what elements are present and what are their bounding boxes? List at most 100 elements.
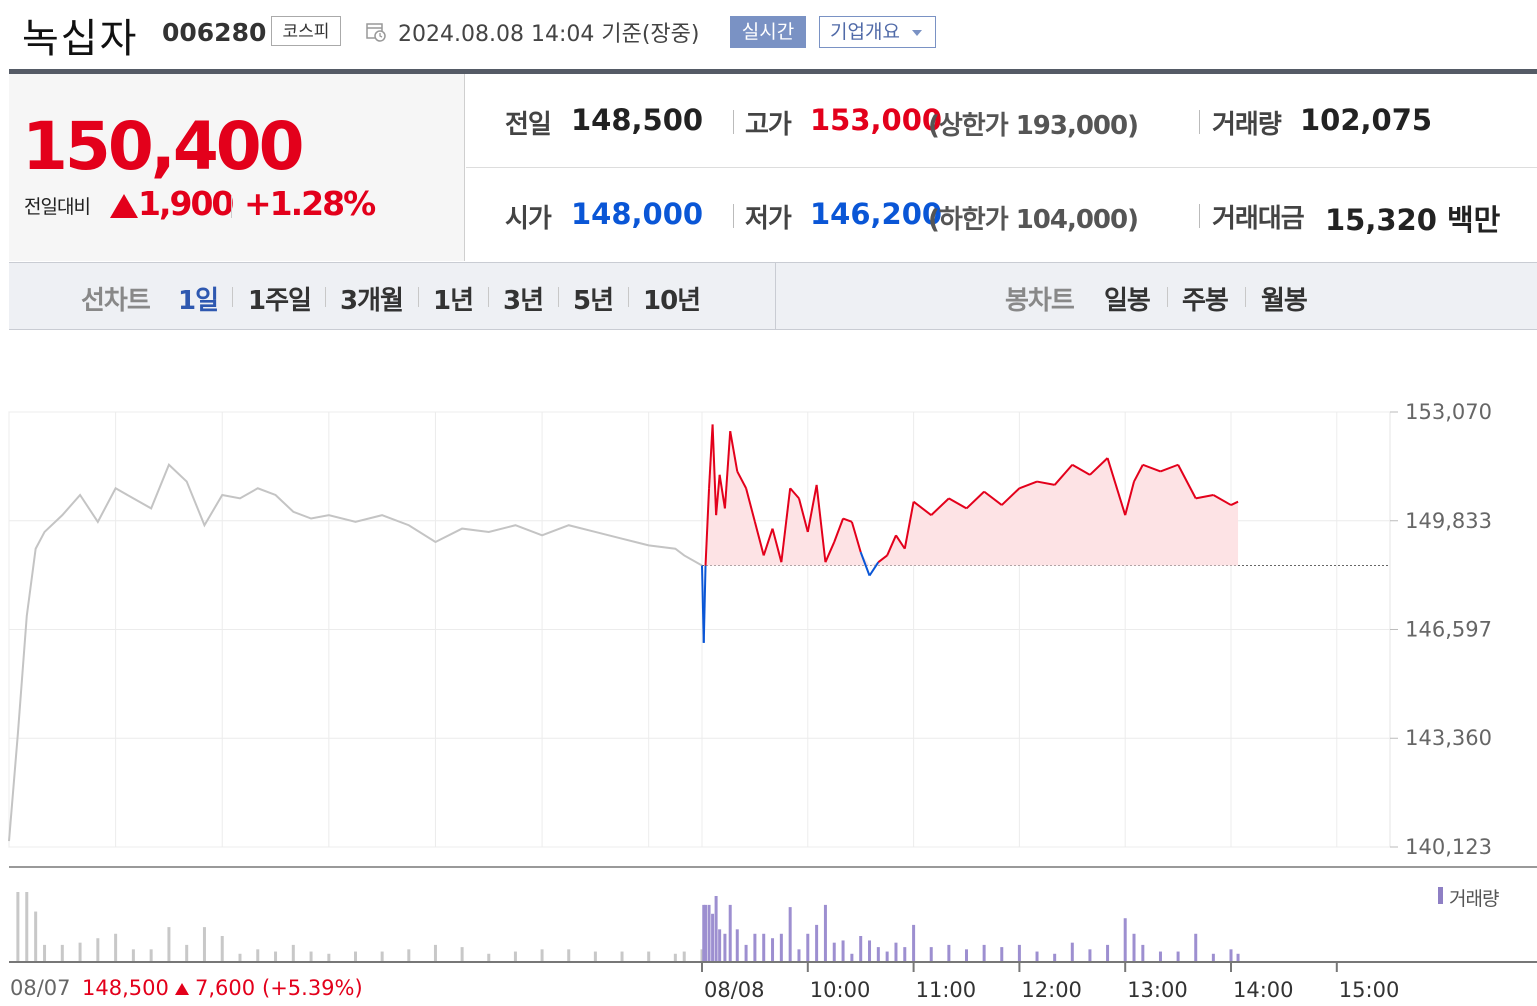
timestamp: 2024.08.08 14:04 기준(장중) [398, 22, 700, 47]
volume-bar-today [1123, 918, 1127, 962]
volume-bar-prev [593, 951, 597, 962]
today-line-segment [1230, 500, 1239, 506]
volume-bar-prev [309, 951, 313, 962]
volume-bar-prev [202, 927, 206, 962]
tab-3year[interactable]: 3년 [503, 286, 544, 316]
market-badge: 코스피 [271, 16, 341, 46]
volume-bar-prev [354, 951, 357, 962]
today-line-segment [1212, 494, 1232, 506]
today-line-segment [789, 487, 800, 500]
tab-1week[interactable]: 1주일 [248, 286, 312, 316]
volume-value: 102,075 [1300, 103, 1433, 137]
x-tick-label: 13:00 [1127, 978, 1188, 1002]
volume-bar-today [894, 942, 898, 962]
volume-bar-today [788, 907, 792, 962]
volume-bar-today [1211, 953, 1215, 962]
today-line-segment [702, 565, 707, 643]
separator [325, 287, 326, 307]
high-label: 고가 [745, 110, 792, 140]
tab-5year[interactable]: 5년 [573, 286, 614, 316]
volume-bar-today [728, 904, 732, 962]
volume-bar-prev [60, 944, 64, 962]
today-line-segment [912, 500, 932, 516]
volume-bar-prev [647, 951, 651, 962]
company-overview-label: 기업개요 [830, 21, 900, 43]
volume-bar-today [1132, 933, 1136, 962]
volume-bar-today [707, 904, 711, 962]
separator [232, 287, 233, 307]
company-overview-button[interactable]: 기업개요 [819, 16, 936, 48]
up-area-fill [702, 424, 1239, 566]
volume-bar-prev [96, 938, 100, 962]
open-value: 148,000 [571, 197, 704, 231]
volume-bar-today [841, 940, 845, 962]
y-tick-label: 149,833 [1405, 509, 1492, 533]
today-line-segment [886, 534, 897, 556]
volume-bar-prev [220, 936, 224, 962]
x-tick-label: 12:00 [1021, 978, 1082, 1002]
volume-bar-today [850, 953, 854, 962]
volume-bar-today [753, 933, 757, 962]
today-line-segment [983, 490, 1003, 506]
today-line-segment [895, 534, 906, 550]
volume-bar-prev [673, 953, 677, 962]
tab-daily-candle[interactable]: 일봉 [1104, 286, 1151, 316]
realtime-button[interactable]: 실시간 [730, 16, 806, 48]
tab-1year[interactable]: 1년 [433, 286, 474, 316]
volume-bar-today [876, 947, 880, 962]
volume-bar-today [806, 933, 810, 962]
volume-bar-prev [433, 944, 437, 962]
today-line-segment [833, 518, 845, 543]
separator [1245, 287, 1246, 307]
low-value: 146,200 [810, 197, 943, 231]
low-label: 저가 [745, 204, 792, 234]
change-value: 1,900 [138, 184, 234, 223]
y-tick-label: 143,360 [1405, 726, 1492, 750]
volume-bar-prev [380, 951, 384, 962]
tab-weekly-candle[interactable]: 주봉 [1182, 286, 1229, 316]
today-line-segment [1160, 463, 1179, 473]
volume-bar-today [797, 949, 801, 962]
volume-bar-today [1088, 949, 1092, 962]
volume-bar-today [704, 904, 708, 962]
separator [418, 287, 419, 307]
up-triangle-icon [110, 194, 138, 218]
volume-bar-prev [34, 911, 38, 962]
x-tick-label: 11:00 [916, 978, 977, 1002]
volume-bar-today [1176, 951, 1180, 962]
today-line-segment [859, 551, 871, 576]
volume-bar-today [903, 947, 907, 962]
volume-bar-today [1070, 942, 1074, 962]
today-line-segment [745, 488, 756, 523]
volume-bar-today [1141, 944, 1145, 962]
volume-bar-today [762, 933, 766, 962]
dropdown-caret-icon [911, 29, 922, 36]
tab-10year[interactable]: 10년 [643, 286, 701, 316]
tab-3month[interactable]: 3개월 [340, 286, 404, 316]
today-line-segment [1106, 457, 1127, 516]
today-line-segment [1177, 464, 1197, 499]
price-panel [9, 74, 465, 261]
volume-bar-today [929, 947, 933, 962]
today-line-segment [762, 528, 774, 556]
today-line-segment [930, 497, 950, 516]
volume-bar-today [744, 944, 748, 962]
volume-bar-prev [25, 892, 29, 962]
volume-bar-today [885, 951, 889, 962]
volume-bar-prev [700, 949, 704, 962]
today-line-segment [753, 521, 765, 556]
tab-1day[interactable]: 1일 [178, 286, 219, 316]
x-tick-label: 14:00 [1233, 978, 1294, 1002]
tab-monthly-candle[interactable]: 월봉 [1261, 286, 1308, 316]
today-line-segment [1124, 481, 1135, 516]
today-line-segment [850, 521, 862, 553]
today-line-segment [1001, 487, 1021, 506]
volume-bar-prev [131, 949, 135, 962]
prev-day-close: 148,500 [82, 976, 169, 1000]
stock-name: 녹십자 [22, 16, 139, 62]
volume-bar-today [868, 940, 872, 962]
volume-bar-today [1053, 953, 1057, 962]
volume-bar-today [832, 942, 836, 962]
volume-bar-prev [185, 944, 189, 962]
stock-code: 006280 [162, 18, 267, 47]
